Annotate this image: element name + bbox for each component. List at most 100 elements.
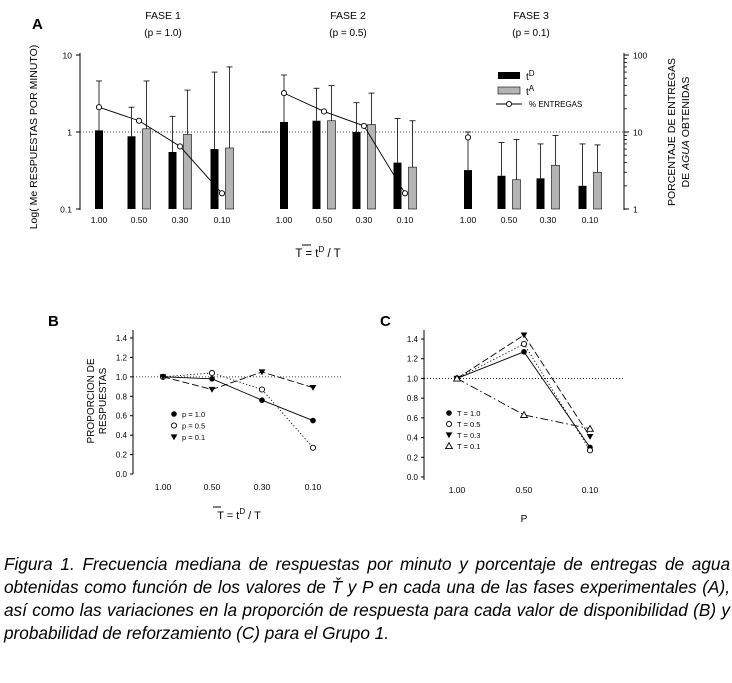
series-point <box>159 374 167 381</box>
y-tick-label: 0.0 <box>116 470 128 479</box>
panel-a-left-ticks: 0.1 1 10 <box>60 51 80 215</box>
panel-b-y-ticks: 0.0 0.2 0.4 0.6 0.8 1.0 1.2 1.4 <box>116 334 133 479</box>
legend-ta-swatch <box>497 86 521 95</box>
series-point <box>520 340 528 347</box>
bar-tD <box>497 175 506 209</box>
bar-tD <box>536 178 545 209</box>
legend-part: D <box>529 69 535 78</box>
ylabel-right-part: OBTENIDAS <box>680 77 692 141</box>
panel-c-y-ticks: 0.0 0.2 0.4 0.6 0.8 1.0 1.2 1.4 <box>407 335 424 482</box>
legend-label: p = 1.0 <box>182 410 205 419</box>
x-tick-label: 0.50 <box>204 482 221 492</box>
pct-entregas-point <box>95 104 103 111</box>
panel-c: C 0.00.20.40.60.81.01.21.4 1.00 0.50 0.10 … <box>380 313 625 525</box>
legend-marker <box>170 434 178 441</box>
series-line <box>162 372 314 449</box>
legend-td-swatch <box>498 72 520 79</box>
legend-marker <box>171 411 177 417</box>
bar-tD <box>168 151 177 209</box>
panel-a-legend: tD tA % ENTREGAS <box>496 69 582 109</box>
panel-a-x-ticks: 1.00 0.50 0.30 0.10 1.00 0.50 0.30 0.10 1.00 0.50… <box>91 215 599 225</box>
series-point <box>309 444 317 451</box>
x-tick-label: 1.00 <box>460 215 477 225</box>
bar-tD <box>210 149 219 209</box>
y-tick-label: 0.4 <box>116 431 128 440</box>
bar-tD <box>464 170 472 209</box>
legend-label: T = 0.3 <box>457 431 480 440</box>
xlabel-part: / T <box>324 248 340 260</box>
panel-a-left-ylabel: Log( Me RESPUESTAS POR MINUTO) <box>28 45 40 230</box>
legend-label: T = 0.5 <box>457 420 480 429</box>
panel-c-legend: T = 1.0 T = 0.5 T = 0.3 T = 0.1 <box>444 409 480 451</box>
x-tick-label: 0.50 <box>131 215 148 225</box>
phase-title: FASE 3 <box>513 10 549 22</box>
phase-subtitle: (p = 1.0) <box>144 28 182 39</box>
series-line <box>162 376 314 421</box>
pct-entregas-point <box>218 190 226 197</box>
panel-b: B PROPORCION DE RESPUESTAS 0.00.20.40.60… <box>48 313 342 522</box>
series-point <box>258 369 266 376</box>
series-point <box>585 424 595 432</box>
bar-tA <box>408 166 417 210</box>
bar-tA <box>142 128 151 210</box>
xlabel-part: = t <box>302 248 319 260</box>
x-tick-label: 0.10 <box>582 485 599 495</box>
xlabel-part: D <box>318 245 324 254</box>
panel-c-x-axis-label: P <box>521 514 528 525</box>
legend-marker <box>444 441 454 450</box>
legend-marker <box>170 422 178 429</box>
y-tick-label: 0.2 <box>407 453 419 462</box>
pct-entregas-point <box>320 108 328 115</box>
legend-label: p = 0.5 <box>182 422 205 431</box>
bar-tA <box>512 179 521 210</box>
left-axis-tick-label: 1 <box>67 128 72 138</box>
y-tick-label: 0.8 <box>116 392 128 401</box>
legend-td-label: tD <box>526 69 535 83</box>
right-axis-tick-label: 100 <box>633 51 647 61</box>
panel-b-legend: p = 1.0 p = 0.5 p = 0.1 <box>170 410 205 442</box>
y-tick-label: 1.0 <box>116 373 128 382</box>
legend-pct-label: % ENTREGAS <box>529 100 582 109</box>
x-tick-label: 1.00 <box>449 485 466 495</box>
series-point <box>521 349 527 355</box>
bar-tA <box>183 134 192 210</box>
series-point <box>309 384 317 391</box>
figure-caption: Figura 1. Frecuencia mediana de respuest… <box>4 554 730 643</box>
phase-subtitle: (p = 0.5) <box>329 28 367 39</box>
bar-tD <box>127 136 136 209</box>
series-point <box>520 332 528 339</box>
panel-b-label: B <box>48 313 59 330</box>
y-tick-label: 1.0 <box>407 374 419 383</box>
bar-tD <box>578 185 587 209</box>
ylabel-right-part: AGUA <box>680 140 692 171</box>
y-tick-label: 1.4 <box>407 335 419 344</box>
pct-entregas-line <box>98 106 223 194</box>
x-tick-label: 0.30 <box>172 215 189 225</box>
x-tick-label: 0.30 <box>356 215 373 225</box>
series-point <box>208 386 216 393</box>
bar-tA <box>551 164 560 210</box>
panel-a: A Log( Me RESPUESTAS POR MINUTO) PORCENT… <box>28 10 692 260</box>
bar-tD <box>280 121 288 209</box>
bar-tA <box>367 124 376 210</box>
bar-tD <box>95 130 103 209</box>
y-tick-label: 0.2 <box>116 451 128 460</box>
legend-pct-marker <box>505 100 513 108</box>
legend-label: T = 1.0 <box>457 409 480 418</box>
xlabel-part: = t <box>224 510 240 522</box>
x-tick-label: 0.50 <box>516 485 533 495</box>
y-tick-label: 1.4 <box>116 334 128 343</box>
y-tick-label: 0.4 <box>407 434 419 443</box>
panel-c-x-ticks: 1.00 0.50 0.10 <box>449 485 599 495</box>
series-point <box>452 374 462 382</box>
series-point <box>586 447 594 454</box>
pct-entregas-point <box>176 143 184 150</box>
left-axis-tick-label: 0.1 <box>60 205 72 215</box>
x-tick-label: 0.50 <box>316 215 333 225</box>
pct-entregas-point <box>280 90 288 97</box>
series-point <box>208 369 216 377</box>
y-tick-label: 0.6 <box>116 412 128 421</box>
legend-part: A <box>529 84 535 93</box>
xlabel-part: T <box>217 510 224 522</box>
panel-a-x-axis-label: T = tD / T <box>295 245 340 260</box>
